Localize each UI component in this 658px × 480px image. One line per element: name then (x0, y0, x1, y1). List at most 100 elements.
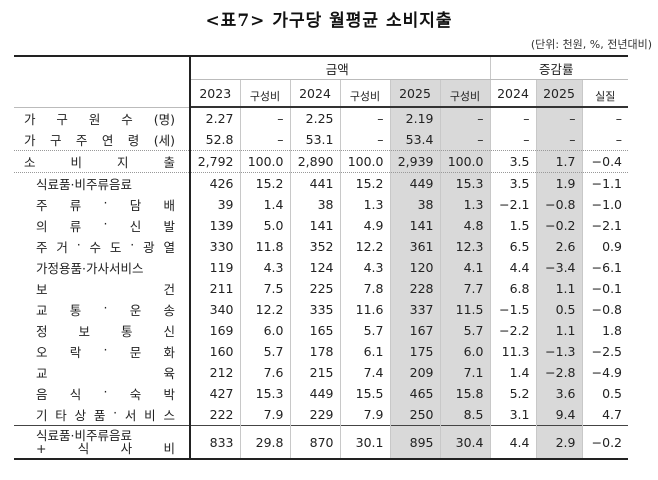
row-label: 오 락 · 문 화 (14, 341, 191, 362)
cell-value: 167 (389, 320, 440, 341)
cell-value: 330 (189, 236, 240, 257)
cell-value: 250 (389, 404, 440, 426)
cell-value: 7.5 (239, 278, 290, 299)
cell-value: −2.2 (489, 320, 536, 341)
cell-value: −2.5 (581, 341, 628, 362)
cell-value: 449 (389, 172, 440, 194)
cell-value: – (339, 129, 390, 151)
cell-value: 30.4 (439, 425, 490, 460)
cell-value: 209 (389, 362, 440, 383)
table-row: 음 식 · 숙 박 427 15.3 449 15.5 465 15.8 5.2 3.6 0.5 (14, 383, 628, 404)
table-row: 소 비 지 출 2,792 100.0 2,890 100.0 2,939 100.0 3.5 1.7… (14, 150, 628, 173)
cell-value: −0.2 (581, 425, 628, 460)
cell-value: 15.8 (439, 383, 490, 404)
cell-value: 175 (389, 341, 440, 362)
cell-value: 6.0 (439, 341, 490, 362)
cell-value: – (239, 129, 290, 151)
table-row: 교 육 212 7.6 215 7.4 209 7.1 1.4 −2.8 −4.9 (14, 362, 628, 383)
col-change-2024: 2024 (489, 79, 536, 108)
cell-value: 1.4 (239, 194, 290, 215)
cell-value: 39 (189, 194, 240, 215)
col-share-2025: 구성비 (439, 79, 490, 108)
cell-value: – (535, 107, 582, 129)
cell-value: 337 (389, 299, 440, 320)
cell-value: 2.6 (535, 236, 582, 257)
cell-value: 2.9 (535, 425, 582, 460)
table-row: 가 구 주 연 령 (세) 52.8–53.1–53.4– – – – (14, 129, 628, 151)
cell-value: 100.0 (239, 150, 290, 173)
cell-value: 352 (289, 236, 340, 257)
cell-value: 0.5 (535, 299, 582, 320)
cell-value: 211 (189, 278, 240, 299)
cell-value: 53.1 (289, 129, 340, 151)
cell-value: – (581, 129, 628, 151)
cell-value: 2.19 (389, 107, 440, 129)
cell-value: 3.5 (489, 172, 536, 194)
cell-value: – (439, 129, 490, 151)
cell-value: −1.5 (489, 299, 536, 320)
cell-value: 441 (289, 172, 340, 194)
unit-note: (단위: 천원, %, 전년대비) (530, 38, 652, 51)
cell-value: 11.6 (339, 299, 390, 320)
cell-value: 160 (189, 341, 240, 362)
table-row: 주 거 · 수 도 · 광 열 330 11.8 352 12.2 361 12.3 6.5 2.6 0.9 (14, 236, 628, 257)
cell-value: 3.6 (535, 383, 582, 404)
cell-value: 1.3 (439, 194, 490, 215)
row-label: 교 통 · 운 송 (14, 299, 191, 320)
cell-value: −0.8 (581, 299, 628, 320)
header-amount: 금액 (189, 56, 490, 80)
cell-value: 124 (289, 257, 340, 278)
cell-value: 139 (189, 215, 240, 236)
cell-value: 225 (289, 278, 340, 299)
cell-value: 8.5 (439, 404, 490, 426)
cell-value: – (439, 107, 490, 129)
cell-value: 11.8 (239, 236, 290, 257)
consumption-table: 금액 증감률 2023 구성비 2024 구성비 2025 구성비 2024 2… (14, 55, 628, 460)
col-real: 실질 (581, 79, 628, 108)
cell-value: −1.0 (581, 194, 628, 215)
cell-value: 53.4 (389, 129, 440, 151)
cell-value: 120 (389, 257, 440, 278)
cell-value: −2.8 (535, 362, 582, 383)
cell-value: 340 (189, 299, 240, 320)
cell-value: 4.8 (439, 215, 490, 236)
cell-value: 38 (389, 194, 440, 215)
cell-value: – (581, 107, 628, 129)
cell-value: 1.7 (535, 150, 582, 173)
row-label: 가 구 원 수 (명) (14, 107, 191, 129)
col-share-2023: 구성비 (239, 79, 290, 108)
row-label: 음 식 · 숙 박 (14, 383, 191, 404)
cell-value: 12.3 (439, 236, 490, 257)
header-change-rate: 증감률 (489, 56, 628, 80)
cell-value: 4.9 (339, 215, 390, 236)
col-2024: 2024 (289, 79, 340, 108)
cell-value: 100.0 (339, 150, 390, 173)
cell-value: 1.1 (535, 320, 582, 341)
cell-value: 4.4 (489, 257, 536, 278)
cell-value: −1.3 (535, 341, 582, 362)
cell-value: 7.7 (439, 278, 490, 299)
cell-value: −0.4 (581, 150, 628, 173)
cell-value: 6.1 (339, 341, 390, 362)
cell-value: −0.8 (535, 194, 582, 215)
row-label: 주 거 · 수 도 · 광 열 (14, 236, 191, 257)
col-change-2025: 2025 (535, 79, 582, 108)
col-2023: 2023 (189, 79, 240, 108)
cell-value: 15.2 (239, 172, 290, 194)
cell-value: 15.5 (339, 383, 390, 404)
cell-value: 1.9 (535, 172, 582, 194)
cell-value: 11.3 (489, 341, 536, 362)
table-row: 의 류 · 신 발 139 5.0 141 4.9 141 4.8 1.5 −0.2 −2.1 (14, 215, 628, 236)
cell-value: 7.9 (239, 404, 290, 426)
cell-value: 427 (189, 383, 240, 404)
row-label: 가정용품·가사서비스 (14, 257, 191, 278)
cell-value: 1.4 (489, 362, 536, 383)
cell-value: 169 (189, 320, 240, 341)
row-label: 식료품·비주류음료 (14, 172, 191, 194)
cell-value: 141 (389, 215, 440, 236)
row-label: 가 구 주 연 령 (세) (14, 129, 191, 151)
cell-value: 4.7 (581, 404, 628, 426)
